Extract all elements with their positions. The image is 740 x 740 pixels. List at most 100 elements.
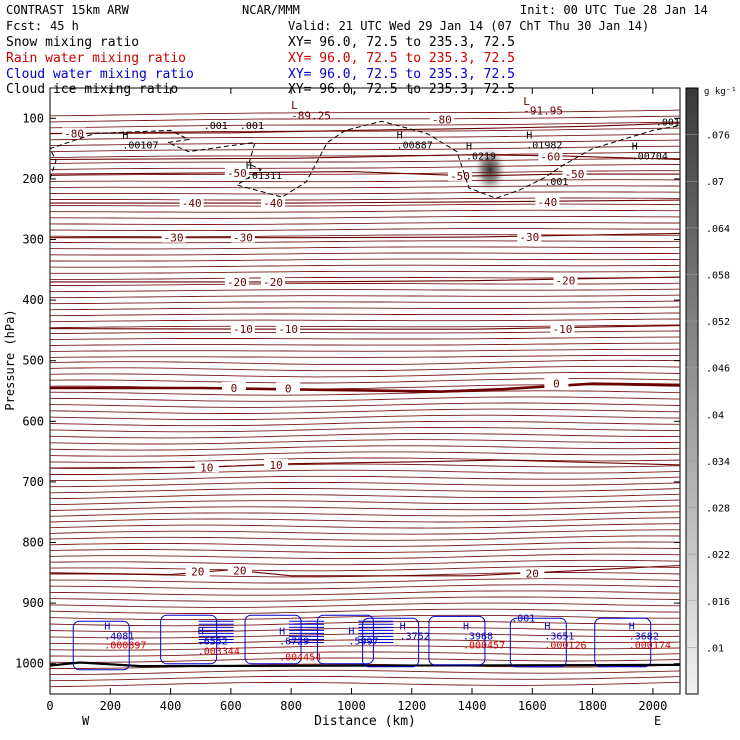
legend-rain-xy: XY= 96.0, 72.5 to 235.3, 72.5: [288, 51, 515, 66]
isotherm-line: [49, 330, 681, 335]
temperature-contour: [50, 382, 681, 393]
contour-label-bg: [517, 231, 542, 243]
contour-label-bg: [550, 323, 575, 335]
contour-label: -80: [64, 127, 84, 140]
isotherm-line: [49, 300, 681, 305]
isotherm-line: [49, 264, 681, 268]
contour-label-bg: [447, 169, 472, 181]
isotherm-line: [49, 651, 681, 657]
isotherm-line: [50, 185, 680, 189]
contour-label-bg: [261, 275, 286, 287]
x-axis-title: Distance (km): [314, 714, 416, 729]
isotherm-line: [49, 645, 681, 651]
cloud-ice-max-label: .001: [544, 177, 568, 188]
west-label: W: [82, 714, 90, 728]
isotherm-line: [49, 627, 681, 633]
isotherm-line: [49, 488, 681, 494]
contour-label: -20: [227, 276, 247, 289]
x-tick-label: 800: [280, 699, 302, 713]
cloud-water-contour: [509, 617, 567, 668]
isotherm-line: [49, 115, 681, 123]
isotherm-line: [49, 348, 681, 352]
contour-label: -80: [432, 114, 452, 127]
colorbar-label: .016: [706, 597, 730, 608]
isotherm-line: [49, 614, 680, 621]
valid-time: Valid: 21 UTC Wed 29 Jan 14 (07 ChT Thu …: [288, 19, 649, 33]
isotherm-line: [49, 657, 681, 663]
isotherm-line: [50, 578, 681, 584]
legend-rain-label: Rain water mixing ratio: [6, 51, 186, 66]
rain-max-label: .000174: [629, 641, 671, 652]
plot-layer: -80 -80 -60 -50 -50 -50 -40 -40 -40 -30 -30 -30 -20 -…: [49, 95, 681, 688]
snow-max-label: .01311: [246, 171, 282, 182]
isotherm-line: [49, 312, 681, 317]
low-marker: L: [291, 99, 298, 112]
high-marker: H: [463, 621, 469, 632]
isotherm-line: [49, 553, 681, 560]
x-tick-label: 1000: [337, 699, 366, 713]
colorbar-label: .022: [706, 550, 730, 561]
isotherm-line: [49, 354, 680, 358]
isotherm-line: [49, 408, 681, 414]
snow-contour: [49, 120, 681, 199]
contour-label: -40: [182, 197, 202, 210]
isotherm-line: [49, 145, 681, 153]
x-tick-label: 1800: [578, 699, 607, 713]
legend-cloudice-xy: XY= 96.0, 72.5 to 235.3, 72.5: [288, 82, 515, 97]
isotherm-line: [50, 481, 681, 488]
contour-label-bg: [161, 231, 186, 243]
isotherm-line: [49, 511, 681, 517]
snow-max-label: .00887: [397, 141, 433, 152]
contour-label-bg: [562, 168, 587, 180]
isotherm-line: [49, 541, 681, 547]
isotherm-line: [49, 439, 681, 445]
cloud-ice-max-label: .001: [656, 118, 680, 129]
y-tick-label: 800: [22, 536, 44, 550]
contour-label: 0: [553, 378, 560, 391]
y-tick-label: 700: [22, 475, 44, 489]
legend-cloudice-label: Cloud ice mixing ratio: [6, 82, 178, 97]
isotherm-line: [50, 197, 681, 201]
isotherm-line: [49, 133, 681, 141]
isotherm-line: [49, 306, 681, 311]
isotherm-line: [49, 493, 681, 500]
y-tick-label: 300: [22, 233, 44, 247]
contour-label-bg: [62, 127, 87, 139]
low-marker: -89.25: [291, 110, 331, 123]
contour-label: -10: [233, 323, 253, 336]
contour-label: -30: [164, 232, 184, 245]
isotherm-line: [49, 535, 681, 541]
snow-max-label: .00107: [122, 141, 158, 152]
y-tick-label: 500: [22, 354, 44, 368]
isotherm-line: [50, 663, 681, 669]
contour-label-bg: [264, 458, 289, 470]
isotherm-line: [49, 681, 681, 688]
fcst-value: 45 h: [50, 19, 79, 33]
isotherm-line: [49, 433, 681, 439]
isotherm-line: [50, 203, 681, 207]
temperature-contour: [49, 564, 681, 577]
rain-max-label: .000897: [104, 641, 146, 652]
contour-label-bg: [276, 382, 301, 394]
high-marker: H: [122, 131, 128, 142]
snow-max-label: .00704: [632, 152, 668, 163]
y-tick-label: 1000: [15, 657, 44, 671]
contour-label: -50: [450, 170, 470, 183]
contour-label-bg: [429, 113, 454, 125]
contour-label: -60: [540, 150, 560, 163]
isotherm-line: [49, 164, 681, 170]
contour-label-bg: [224, 166, 249, 178]
colorbar-label: .034: [706, 457, 730, 468]
isotherm-line: [49, 222, 680, 225]
isotherm-line: [49, 517, 681, 523]
colorbar-label: .01: [706, 643, 724, 654]
isotherm-line: [49, 191, 681, 195]
colorbar-label: .064: [706, 224, 730, 235]
x-tick-label: 1600: [518, 699, 547, 713]
init-time: Init: 00 UTC Tue 28 Jan 14: [520, 3, 708, 17]
snow-max-label: .0219: [466, 152, 496, 163]
isotherm-line: [49, 402, 681, 408]
high-marker: H: [632, 142, 638, 153]
x-tick-label: 1200: [397, 699, 426, 713]
isotherm-line: [49, 139, 681, 147]
